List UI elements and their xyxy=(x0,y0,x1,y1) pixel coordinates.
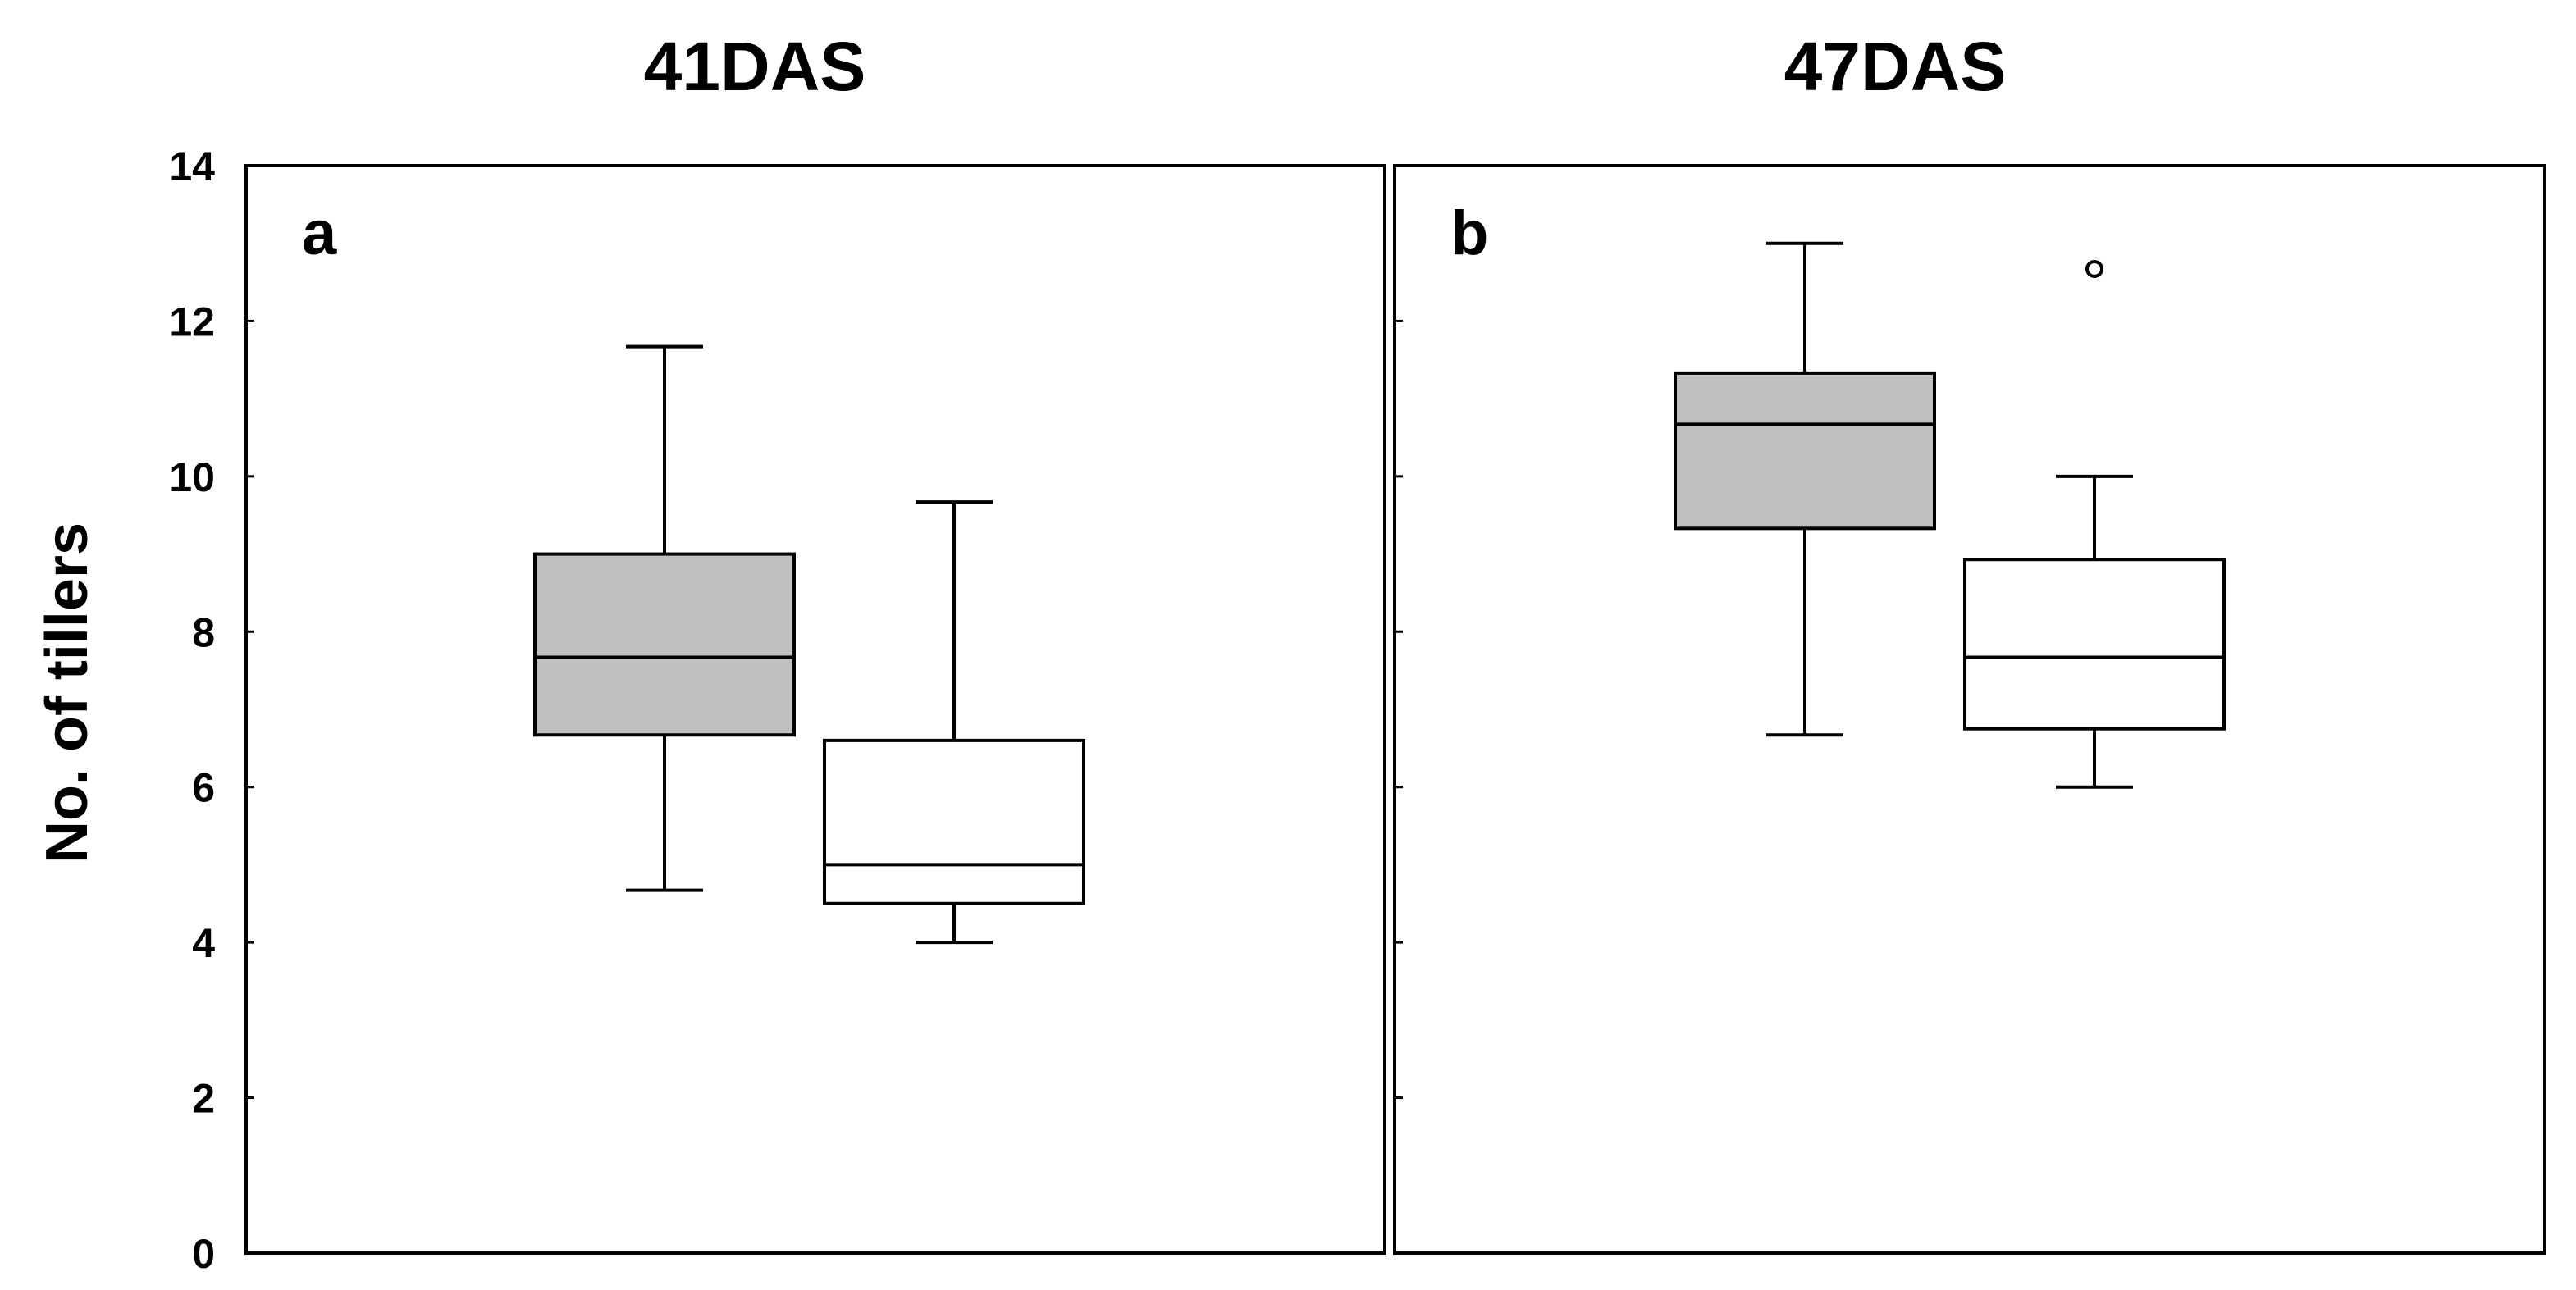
panel-letter: a xyxy=(302,198,337,268)
iqr-box xyxy=(823,738,1085,905)
panel-a: 41DAS a xyxy=(244,28,1386,1255)
iqr-box xyxy=(533,552,796,737)
box-1 xyxy=(533,344,796,892)
y-tick-label: 4 xyxy=(192,920,215,966)
panel-title: 47DAS xyxy=(1784,28,2007,105)
iqr-box xyxy=(1674,371,1936,531)
box-2 xyxy=(823,500,1085,945)
y-tick-label: 14 xyxy=(169,144,215,189)
panel-frame xyxy=(244,164,1386,1255)
y-tick-label: 10 xyxy=(169,454,215,500)
y-axis-label: No. of tillers xyxy=(34,522,100,864)
y-tick-label: 6 xyxy=(192,765,215,811)
box-1 xyxy=(1674,241,1936,737)
y-tick-label: 0 xyxy=(192,1231,215,1277)
iqr-box xyxy=(1963,558,2226,731)
outlier-point xyxy=(2085,259,2103,278)
panel-frame xyxy=(1393,164,2546,1255)
box-2 xyxy=(1963,259,2226,789)
y-tick-label: 12 xyxy=(169,299,215,344)
panel-title: 41DAS xyxy=(644,28,866,105)
panel-b: 47DAS b xyxy=(1393,28,2546,1255)
y-tick-label: 2 xyxy=(192,1076,215,1122)
y-tick-label: 8 xyxy=(192,609,215,655)
panel-letter: b xyxy=(1450,198,1488,268)
y-axis: 0 2 4 6 8 10 12 14 No. of tillers xyxy=(34,144,215,1277)
panels: 41DAS a 47DAS b xyxy=(244,28,2546,1255)
